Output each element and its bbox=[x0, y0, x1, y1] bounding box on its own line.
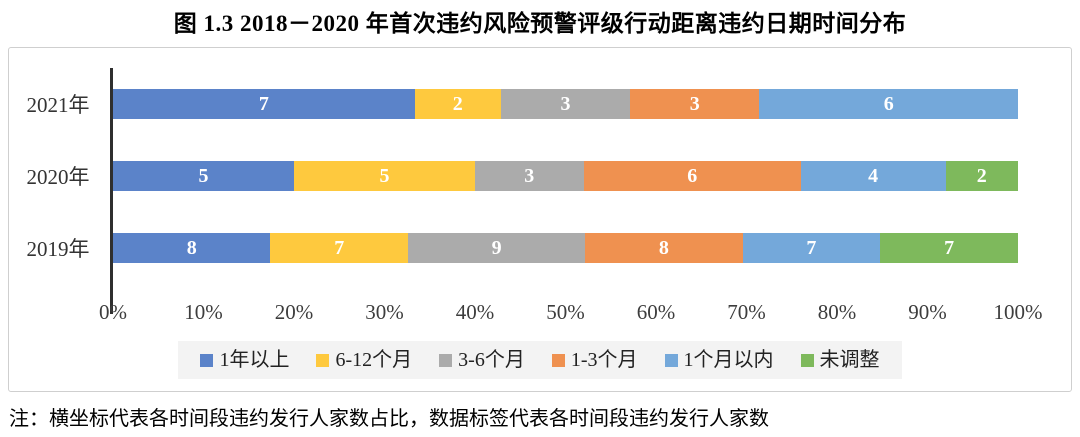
legend-series-label: 1个月以内 bbox=[683, 349, 774, 371]
x-axis-tick-label: 50% bbox=[546, 300, 585, 324]
bar-segment-value-label: 7 bbox=[258, 93, 269, 115]
bar-segment: 8 bbox=[113, 233, 271, 263]
legend-color-swatch-icon bbox=[316, 353, 330, 367]
stacked-bar: 7 2 3 3 6 bbox=[113, 89, 1018, 119]
legend-series-label: 3-6个月 bbox=[458, 349, 525, 371]
bar-segment-value-label: 8 bbox=[186, 237, 197, 259]
bar-segment-value-label: 2 bbox=[976, 165, 987, 187]
legend-item: 1年以上 bbox=[200, 350, 289, 370]
bar-segment: 3 bbox=[500, 89, 631, 119]
bar-row: 2021年 7 2 3 3 6 bbox=[9, 68, 1071, 140]
x-axis-tick-label: 90% bbox=[908, 300, 947, 324]
bar-segment-value-label: 4 bbox=[868, 165, 879, 187]
legend-series-label: 未调整 bbox=[819, 349, 880, 371]
bar-segment-value-label: 6 bbox=[687, 165, 698, 187]
y-axis-category-label: 2021年 bbox=[26, 93, 90, 117]
legend-item: 1个月以内 bbox=[664, 349, 774, 371]
bar-segment-value-label: 7 bbox=[334, 237, 345, 259]
bar-segment-value-label: 3 bbox=[524, 165, 535, 187]
legend-item: 3-6个月 bbox=[439, 350, 525, 370]
x-axis-tick-label: 30% bbox=[365, 300, 404, 324]
bar-segment: 7 bbox=[113, 89, 415, 119]
bar-segment-value-label: 9 bbox=[491, 237, 502, 259]
bar-segment: 3 bbox=[475, 161, 584, 191]
x-axis-tick-label: 100% bbox=[993, 300, 1043, 324]
bar-segment: 7 bbox=[270, 233, 409, 263]
chart-title: 图 1.3 2018－2020 年首次违约风险预警评级行动距离违约日期时间分布 bbox=[173, 11, 907, 36]
bar-segment-value-label: 7 bbox=[806, 237, 817, 259]
bar-segment: 7 bbox=[880, 233, 1018, 263]
stacked-bar: 8 7 9 8 7 7 bbox=[113, 233, 1018, 263]
x-axis-tick-label: 70% bbox=[727, 300, 766, 324]
bar-segment: 9 bbox=[408, 233, 586, 263]
bar-segment-value-label: 5 bbox=[198, 165, 209, 187]
legend-series-label: 1年以上 bbox=[219, 349, 290, 371]
legend-color-swatch-icon bbox=[800, 353, 814, 367]
chart-container: 2021年 7 2 3 3 6 2020年 5 5 3 6 4 2 2019年 8 7 9 8 7 7 0% 10% 20… bbox=[8, 47, 1072, 392]
bar-row: 2020年 5 5 3 6 4 2 bbox=[9, 140, 1071, 212]
bar-segment-value-label: 3 bbox=[560, 93, 571, 115]
x-axis-tick-label: 20% bbox=[274, 300, 314, 324]
bar-row: 2019年 8 7 9 8 7 7 bbox=[9, 212, 1071, 284]
bar-segment-value-label: 3 bbox=[689, 93, 700, 115]
bar-segment: 4 bbox=[800, 161, 946, 191]
bar-segment-value-label: 8 bbox=[658, 237, 669, 259]
y-axis-category-label: 2020年 bbox=[26, 165, 90, 189]
legend-color-swatch-icon bbox=[551, 353, 565, 367]
legend-color-swatch-icon bbox=[200, 353, 214, 367]
bar-segment-value-label: 5 bbox=[379, 165, 390, 187]
bar-segment: 8 bbox=[585, 233, 743, 263]
legend: 1年以上 6-12个月 3-6个月 1-3个月 1个月以内 未调整 bbox=[178, 341, 902, 379]
bar-segment: 5 bbox=[294, 161, 475, 191]
legend-color-swatch-icon bbox=[439, 353, 453, 367]
bar-segment: 5 bbox=[113, 161, 294, 191]
legend-series-label: 6-12个月 bbox=[335, 349, 413, 371]
footnote: 注：横坐标代表各时间段违约发行人家数占比，数据标签代表各时间段违约发行人家数 bbox=[9, 408, 769, 430]
legend-series-label: 1-3个月 bbox=[570, 349, 638, 371]
x-axis-tick-label: 40% bbox=[455, 300, 495, 324]
bar-segment: 3 bbox=[630, 89, 760, 119]
x-axis-tick-label: 10% bbox=[184, 300, 223, 324]
bar-segment: 7 bbox=[742, 233, 881, 263]
x-axis-tick-label: 0% bbox=[99, 300, 127, 324]
x-axis: 0% 10% 20% 30% 40% 50% 60% 70% 80% 90% 100% bbox=[99, 300, 1043, 330]
legend-item: 6-12个月 bbox=[316, 350, 412, 370]
bar-segment-value-label: 6 bbox=[883, 93, 894, 115]
plot-area: 2021年 7 2 3 3 6 2020年 5 5 3 6 4 2 2019年 8 7 9 8 7 7 bbox=[9, 68, 1071, 314]
bar-segment: 6 bbox=[583, 161, 801, 191]
legend-item: 未调整 bbox=[800, 349, 880, 371]
y-axis-category-label: 2019年 bbox=[26, 237, 90, 261]
legend-item: 1-3个月 bbox=[551, 349, 638, 371]
x-axis-tick-label: 60% bbox=[636, 300, 676, 324]
bar-segment-value-label: 7 bbox=[944, 237, 955, 259]
stacked-bar: 5 5 3 6 4 2 bbox=[113, 161, 1018, 191]
bar-segment: 2 bbox=[945, 161, 1018, 191]
bar-segment-value-label: 2 bbox=[452, 93, 463, 115]
y-axis-line bbox=[110, 68, 113, 314]
x-axis-tick-label: 80% bbox=[817, 300, 857, 324]
legend-wrap: 1年以上 6-12个月 3-6个月 1-3个月 1个月以内 未调整 bbox=[9, 341, 1071, 379]
bar-segment: 6 bbox=[759, 89, 1018, 119]
bar-segment: 2 bbox=[414, 89, 501, 119]
legend-color-swatch-icon bbox=[664, 353, 678, 367]
